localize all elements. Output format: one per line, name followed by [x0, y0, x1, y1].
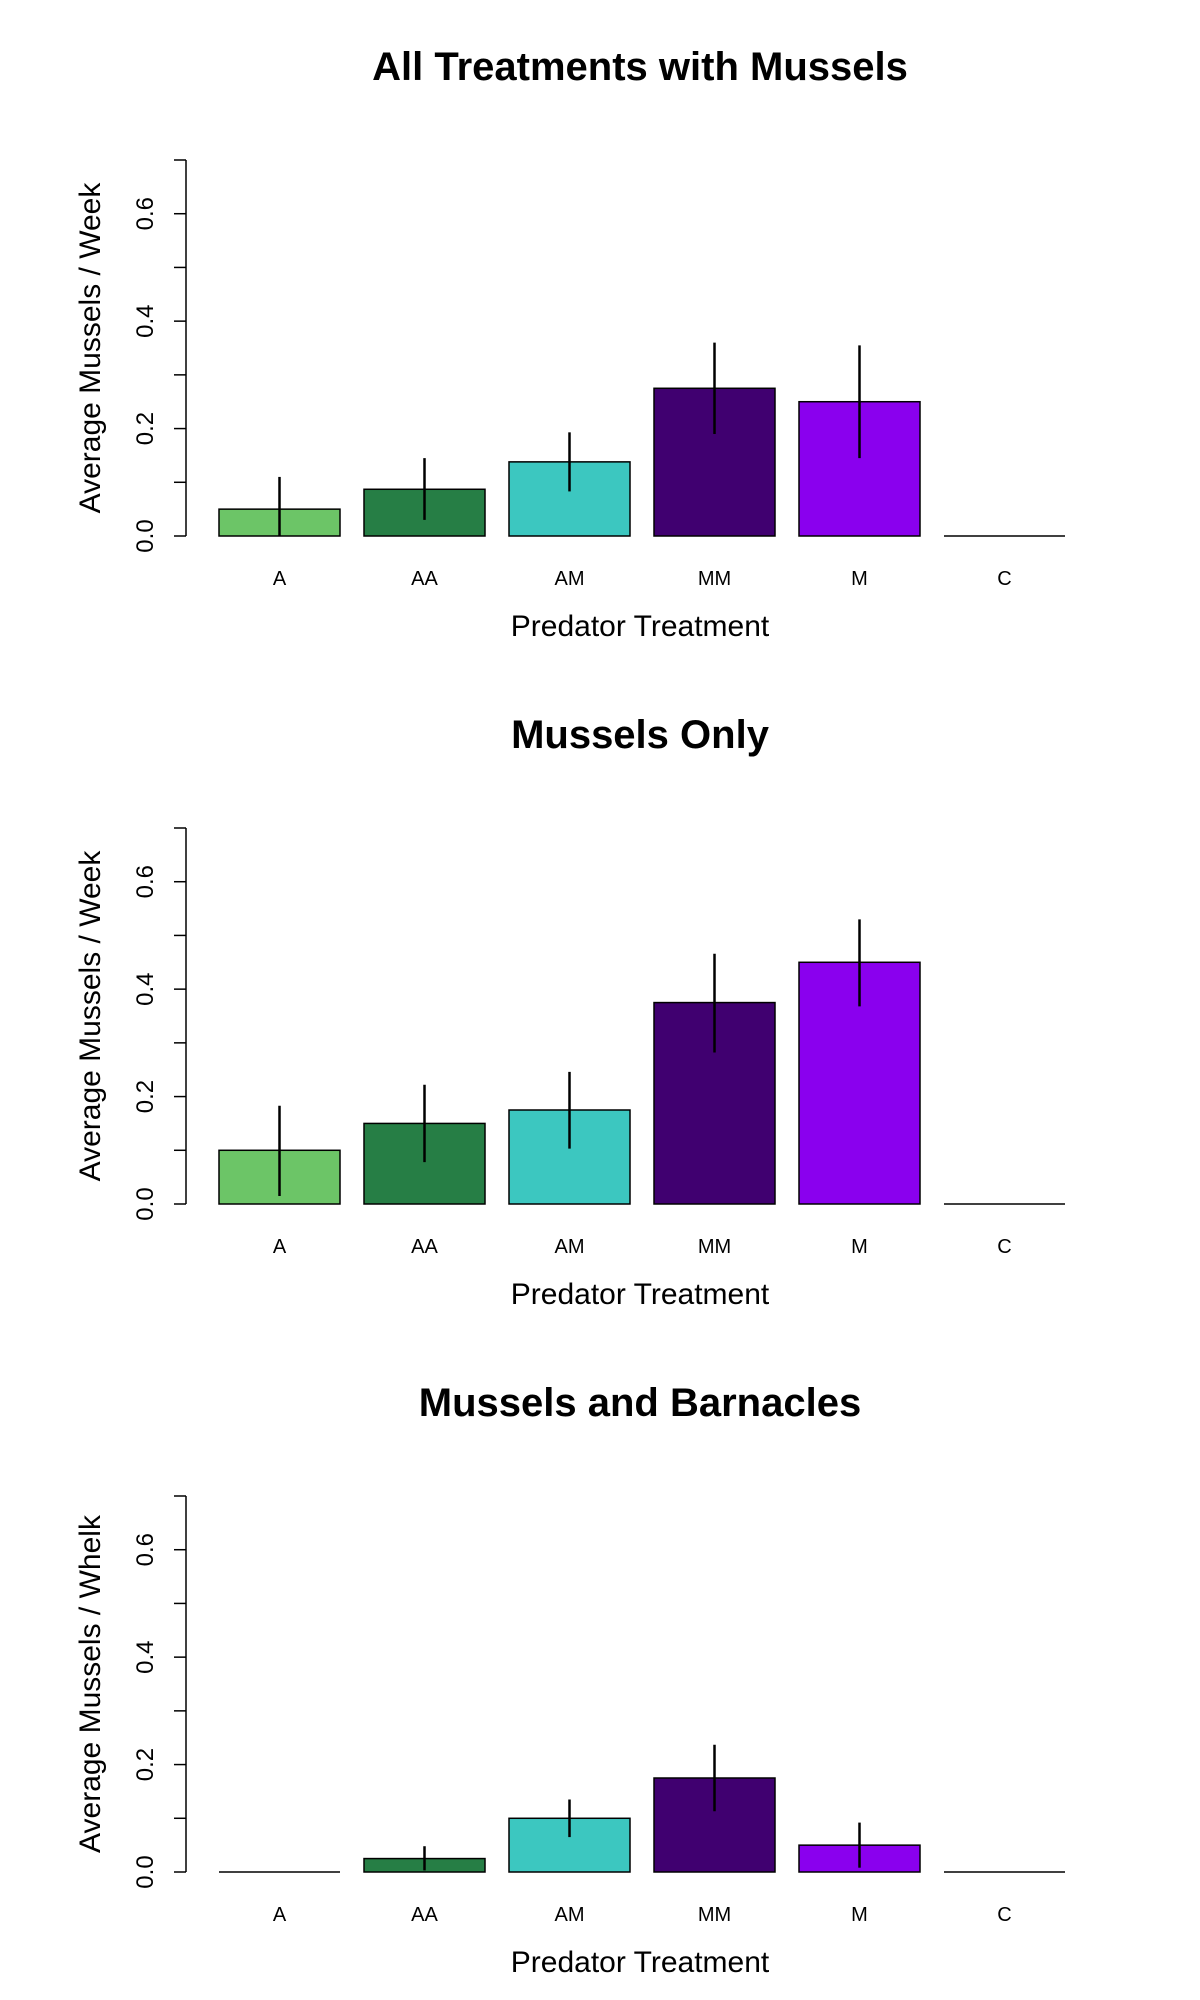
category-label: AA [411, 568, 438, 590]
category-label: MM [698, 1904, 731, 1926]
y-tick-label: 0.2 [132, 1748, 159, 1781]
y-tick-label: 0.4 [132, 304, 159, 337]
x-axis-label: Predator Treatment [511, 610, 770, 643]
y-tick-label: 0.4 [132, 972, 159, 1005]
category-label: C [997, 1904, 1011, 1926]
category-label: C [997, 568, 1011, 590]
category-label: MM [698, 1236, 731, 1258]
category-label: MM [698, 568, 731, 590]
chart-title: All Treatments with Mussels [372, 45, 908, 89]
y-tick-label: 0.6 [132, 1533, 159, 1566]
category-label: M [851, 1904, 868, 1926]
x-axis-label: Predator Treatment [511, 1278, 770, 1311]
category-label: M [851, 1236, 868, 1258]
y-tick-label: 0.2 [132, 1080, 159, 1113]
x-axis-label: Predator Treatment [511, 1946, 770, 1979]
category-label: AM [555, 568, 585, 590]
y-tick-label: 0.4 [132, 1640, 159, 1673]
category-label: AM [555, 1904, 585, 1926]
chart-title: Mussels and Barnacles [419, 1381, 861, 1425]
chart-title: Mussels Only [511, 713, 770, 757]
category-label: AM [555, 1236, 585, 1258]
y-axis-label: Average Mussels / Week [74, 182, 107, 514]
category-label: A [273, 1904, 287, 1926]
category-label: M [851, 568, 868, 590]
y-tick-label: 0.0 [132, 1855, 159, 1888]
category-label: AA [411, 1236, 438, 1258]
category-label: A [273, 1236, 287, 1258]
category-label: AA [411, 1904, 438, 1926]
y-tick-label: 0.6 [132, 197, 159, 230]
y-tick-label: 0.6 [132, 865, 159, 898]
y-tick-label: 0.0 [132, 1187, 159, 1220]
category-label: C [997, 1236, 1011, 1258]
y-axis-label: Average Mussels / Whelk [74, 1514, 107, 1853]
category-label: A [273, 568, 287, 590]
y-axis-label: Average Mussels / Week [74, 850, 107, 1182]
y-tick-label: 0.0 [132, 519, 159, 552]
y-tick-label: 0.2 [132, 412, 159, 445]
